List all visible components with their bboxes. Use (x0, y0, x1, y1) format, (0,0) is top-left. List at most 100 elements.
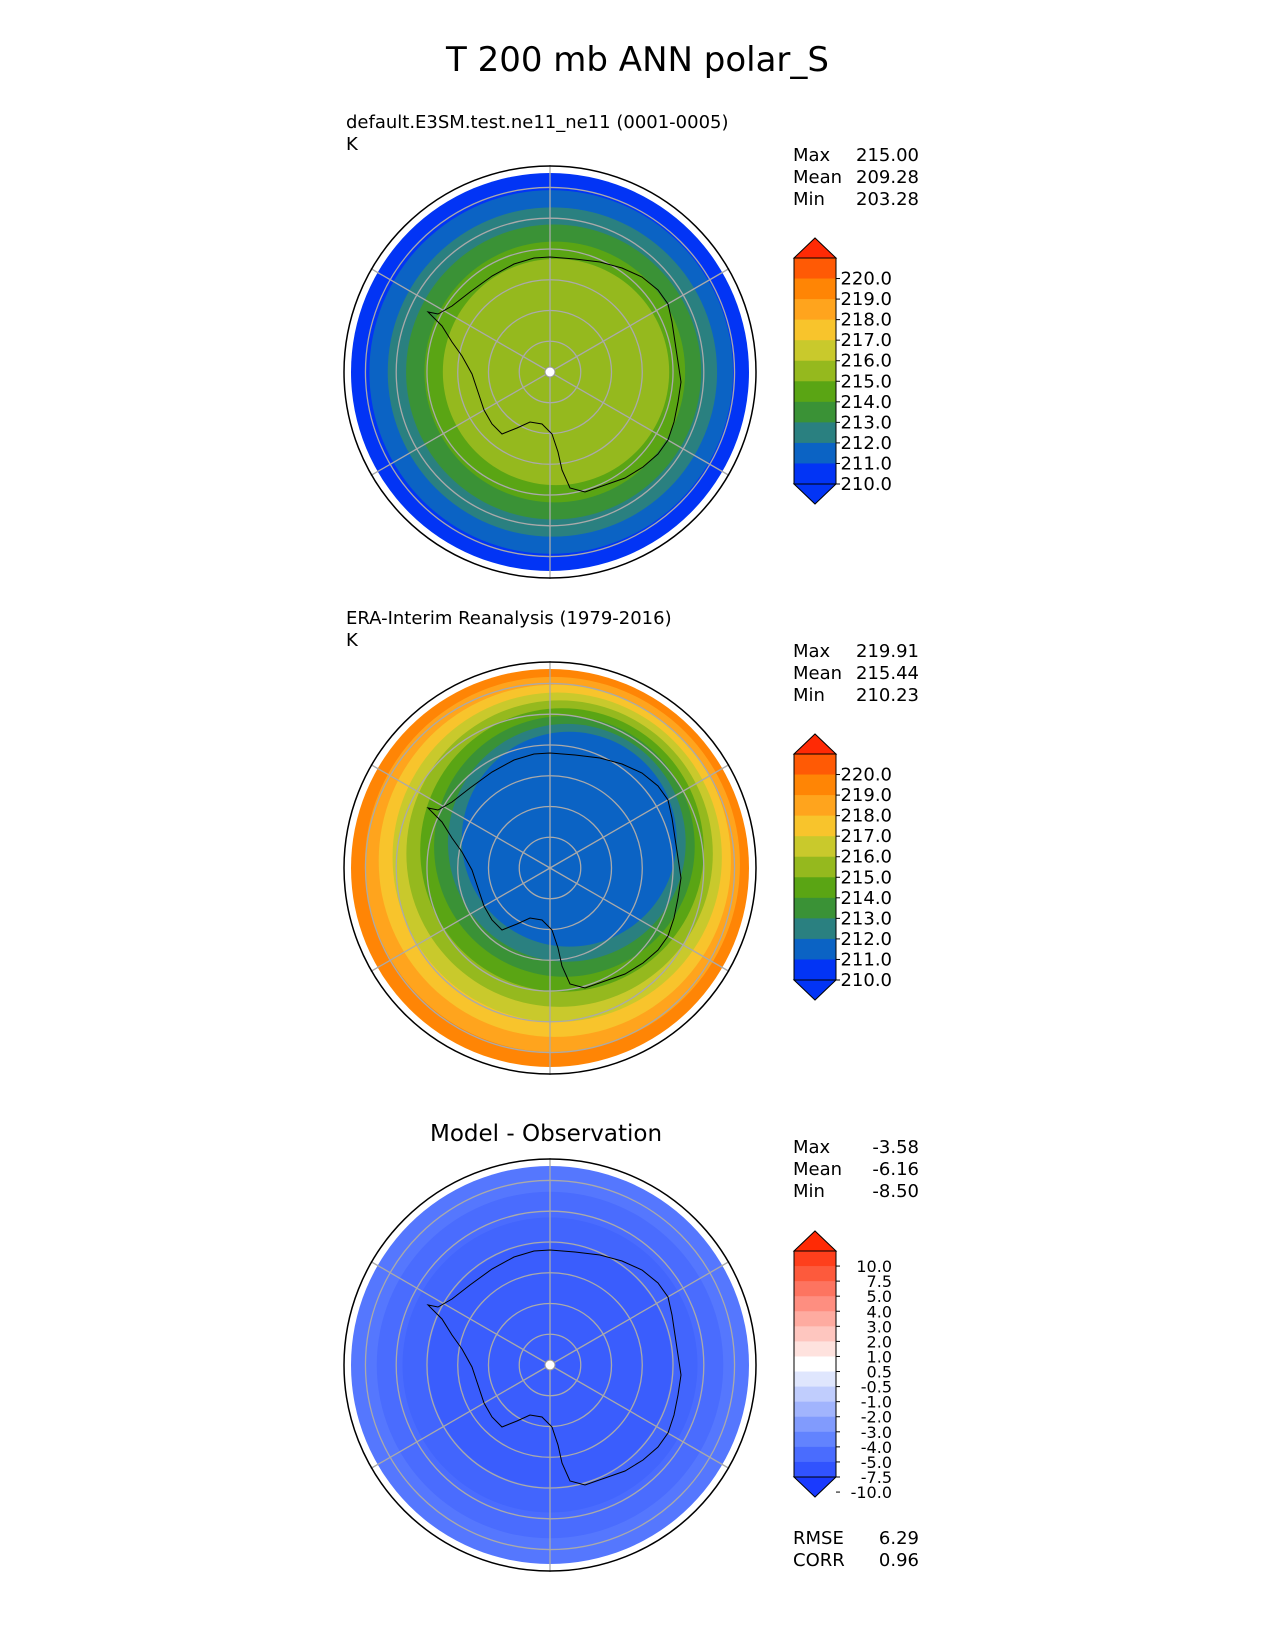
colorbar-segment (794, 1266, 836, 1282)
panel-ref-stats: Max 219.91 Mean 215.44 Min 210.23 (793, 641, 919, 707)
pole-marker (544, 1359, 556, 1371)
antarctica-coastline (426, 1249, 682, 1486)
map-boundary (343, 1158, 757, 1572)
colorbar-segment (794, 1446, 836, 1463)
colorbar-tick-label: 7.5 (867, 1272, 892, 1291)
longitude-gridline (549, 371, 730, 477)
colorbar-tick-label: 3.0 (867, 1317, 892, 1336)
colorbar-tick-label: 217.0 (840, 330, 892, 351)
stat-corr: CORR 0.96 (793, 1550, 919, 1571)
colorbar-segment (794, 959, 836, 981)
colorbar-tick-label: 219.0 (840, 289, 892, 310)
colorbar-tick-label: 1.0 (867, 1347, 892, 1366)
colorbar-tick-label: 211.0 (840, 453, 892, 474)
colorbar-segment (794, 1386, 836, 1403)
colorbar-tick-label: 215.0 (840, 371, 892, 392)
colorbar-tick-label: -4.0 (861, 1438, 892, 1457)
colorbar-tick-label: 220.0 (840, 269, 892, 290)
colorbar-frame (793, 753, 837, 981)
colorbar-tick-label: 2.0 (867, 1332, 892, 1351)
longitude-gridline (370, 1364, 551, 1470)
colorbar-segment (794, 795, 836, 817)
colorbar-tick-label: 214.0 (840, 392, 892, 413)
colorbar-tick-label: 219.0 (840, 785, 892, 806)
stat-max: Max 219.91 (793, 641, 919, 662)
colorbar-tick-label: 211.0 (840, 949, 892, 970)
colorbar-extend-max (792, 237, 838, 259)
colorbar-segment (794, 258, 836, 280)
colorbar-extend-min (792, 483, 838, 505)
colorbar-tick-label: 5.0 (867, 1287, 892, 1306)
colorbar-tick-label: 210.0 (840, 474, 892, 495)
colorbar-segment (794, 774, 836, 796)
colorbar-tick-label: -1.0 (861, 1393, 892, 1412)
colorbar-segment (794, 1251, 836, 1267)
colorbar-tick-label: 217.0 (840, 826, 892, 847)
longitude-gridline (549, 763, 730, 869)
colorbar-segment (794, 278, 836, 300)
antarctica-coastline (426, 256, 682, 493)
colorbar-segment (794, 1461, 836, 1478)
longitude-gridline (549, 1364, 730, 1470)
panel-diff-summary: RMSE 6.29 CORR 0.96 (793, 1528, 919, 1572)
map-boundary (343, 165, 757, 579)
colorbar-tick-label: 216.0 (840, 847, 892, 868)
colorbar-tick-label: 218.0 (840, 806, 892, 827)
colorbar-frame (793, 1250, 837, 1478)
colorbar-segment (794, 1356, 836, 1373)
colorbar-extend-min (792, 1476, 838, 1498)
colorbar-segment (794, 877, 836, 899)
colorbar-tick-label: 0.5 (867, 1363, 892, 1382)
panel-test-map (343, 165, 757, 579)
stat-min: Min 203.28 (793, 189, 919, 210)
longitude-gridline (370, 371, 551, 477)
colorbar-tick-label: 4.0 (867, 1302, 892, 1321)
stat-max: Max 215.00 (793, 145, 919, 166)
panel-diff-map (343, 1158, 757, 1572)
colorbar-segment (794, 1326, 836, 1342)
colorbar-tick-label: 210.0 (840, 970, 892, 991)
pole-marker (544, 366, 556, 378)
stat-mean: Mean 209.28 (793, 167, 919, 188)
colorbar-segment (794, 918, 836, 940)
longitude-gridline (370, 763, 551, 869)
field-contour-band (461, 731, 677, 947)
colorbar-segment (794, 856, 836, 878)
panel-test-stats: Max 215.00 Mean 209.28 Min 203.28 (793, 145, 919, 211)
colorbar-tick-label: -10.0 (851, 1483, 892, 1502)
colorbar-frame (793, 257, 837, 485)
colorbar-segment (794, 1431, 836, 1448)
stat-mean: Mean -6.16 (793, 1159, 919, 1180)
colorbar-segment (794, 381, 836, 403)
colorbar-tick-label: 213.0 (840, 412, 892, 433)
colorbar-segment (794, 1401, 836, 1418)
colorbar-tick-label: 218.0 (840, 310, 892, 331)
stat-min: Min 210.23 (793, 685, 919, 706)
colorbar-tick-label: -7.5 (861, 1468, 892, 1487)
colorbar-segment (794, 1371, 836, 1388)
panel-diff-title: Model - Observation (430, 1121, 663, 1147)
panel-ref-units: K (346, 630, 358, 651)
colorbar-tick-label: 213.0 (840, 908, 892, 929)
colorbar-tick-label: -2.0 (861, 1408, 892, 1427)
map-boundary (343, 661, 757, 1075)
longitude-gridline (549, 867, 730, 973)
stat-max: Max -3.58 (793, 1137, 919, 1158)
colorbar-extend-min (792, 979, 838, 1001)
longitude-gridline (370, 1260, 551, 1366)
panel-test-subtitle: default.E3SM.test.ne11_ne11 (0001-0005) (346, 112, 729, 133)
field-contour-band (442, 258, 670, 486)
colorbar-segment (794, 897, 836, 919)
main-title: T 200 mb ANN polar_S (446, 40, 829, 80)
panel-test-units: K (346, 134, 358, 155)
colorbar-segment (794, 754, 836, 776)
colorbar-tick-label: 215.0 (840, 867, 892, 888)
colorbar-segment (794, 1416, 836, 1433)
panel-ref-colorbar: 220.0219.0218.0217.0216.0215.0214.0213.0… (792, 733, 892, 1001)
colorbar-segment (794, 836, 836, 858)
colorbar-segment (794, 815, 836, 837)
panel-diff-colorbar: 10.07.55.04.03.02.01.00.5-0.5-1.0-2.0-3.… (792, 1230, 892, 1502)
panel-test-colorbar: 220.0219.0218.0217.0216.0215.0214.0213.0… (792, 237, 892, 505)
colorbar-extend-max (792, 1230, 838, 1252)
colorbar-segment (794, 938, 836, 960)
